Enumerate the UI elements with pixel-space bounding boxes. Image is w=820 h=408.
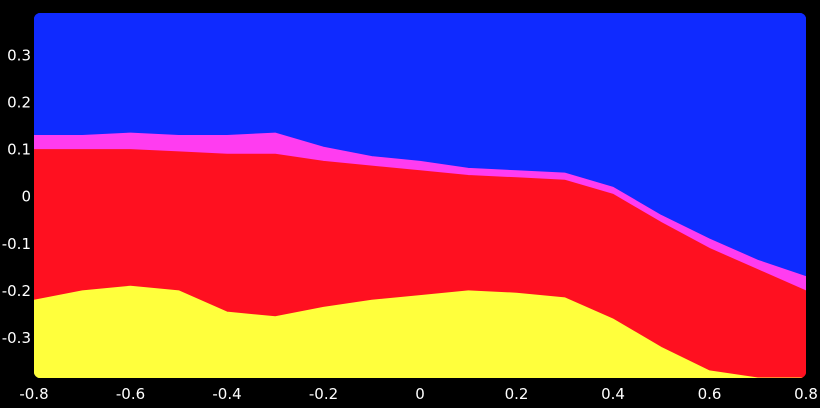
x-axis-ticks: -0.8 -0.6 -0.4 -0.2 0 0.2 0.4 0.6 0.8 bbox=[19, 385, 818, 403]
x-tick-label: 0.6 bbox=[698, 385, 722, 403]
x-tick-label: -0.8 bbox=[19, 385, 48, 403]
y-tick-label: -0.3 bbox=[2, 329, 31, 347]
y-tick-label: 0.1 bbox=[7, 141, 31, 159]
region-3 bbox=[34, 285, 806, 378]
y-axis-ticks: 0.3 0.2 0.1 0 -0.1 -0.2 -0.3 bbox=[2, 46, 31, 347]
y-tick-label: 0.3 bbox=[7, 46, 31, 64]
x-tick-label: 0.8 bbox=[794, 385, 818, 403]
x-tick-label: 0 bbox=[415, 385, 425, 403]
x-tick-label: -0.4 bbox=[212, 385, 241, 403]
y-tick-label: 0 bbox=[21, 188, 31, 206]
x-tick-label: 0.2 bbox=[505, 385, 529, 403]
x-tick-label: 0.4 bbox=[601, 385, 625, 403]
y-tick-label: 0.2 bbox=[7, 93, 31, 111]
x-tick-label: -0.2 bbox=[309, 385, 338, 403]
y-tick-label: -0.2 bbox=[2, 282, 31, 300]
x-tick-label: -0.6 bbox=[116, 385, 145, 403]
y-tick-label: -0.1 bbox=[2, 235, 31, 253]
plot-area bbox=[34, 13, 806, 378]
